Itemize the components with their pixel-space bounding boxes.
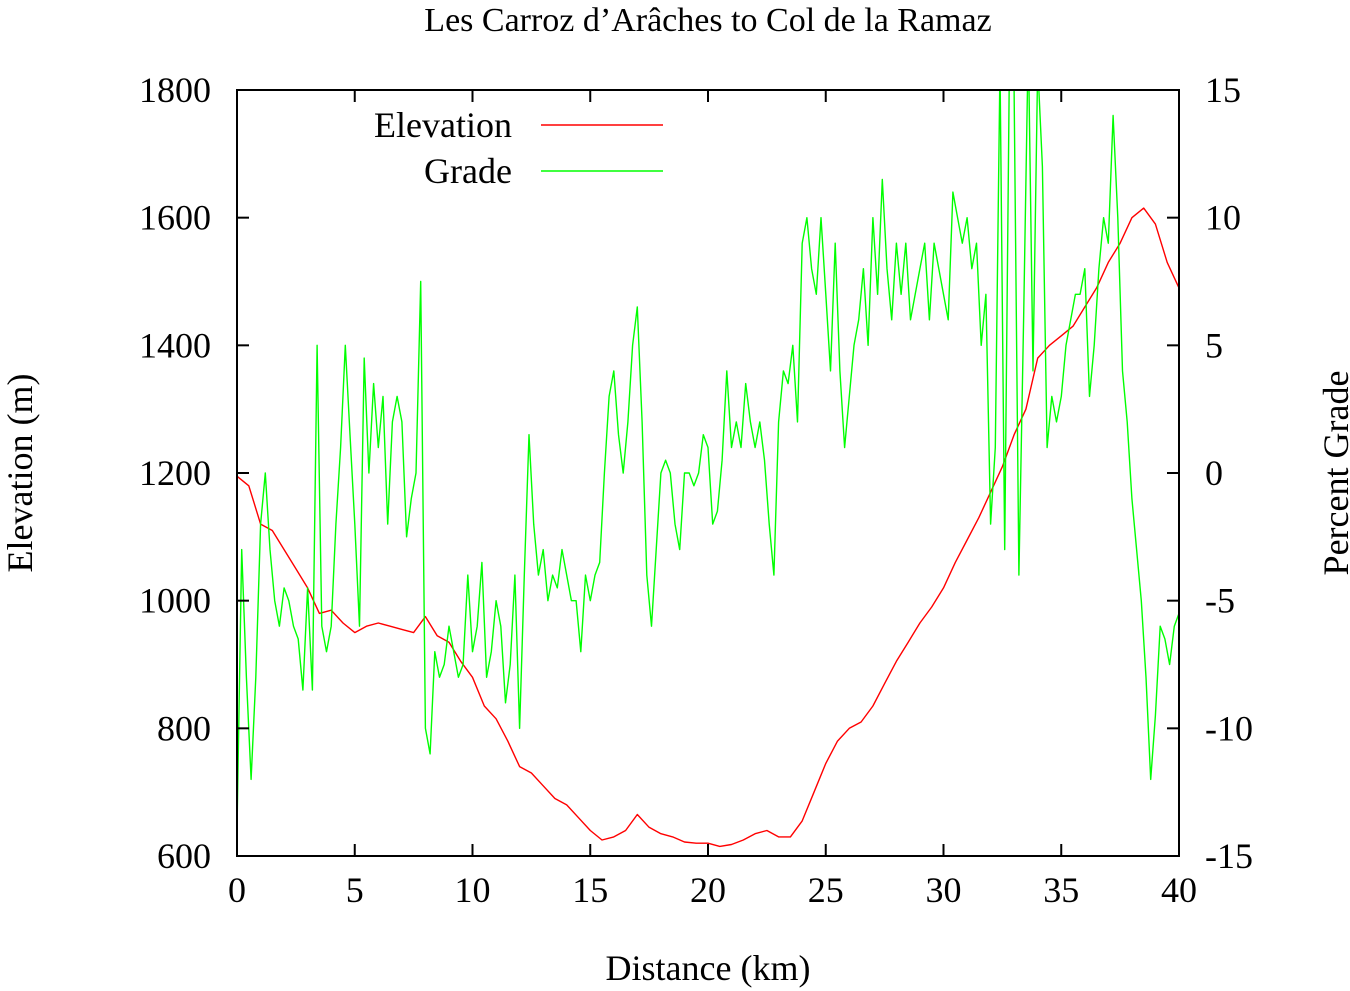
x-tick-label: 25: [808, 870, 844, 910]
plot-frame: [236, 89, 1180, 857]
y-tick-label: 1200: [139, 453, 211, 493]
y-axis-right: -15 -10 -5 0 5 10 15: [1167, 70, 1253, 876]
x-tick-label: 40: [1161, 870, 1197, 910]
y-tick-label: 1800: [139, 70, 211, 110]
y-axis-left: 600 800 1000 1200 1400 1600 1800: [139, 70, 249, 876]
x-tick-label: 10: [455, 870, 491, 910]
y2-tick-label: -10: [1205, 708, 1253, 748]
y2-tick-label: -15: [1205, 836, 1253, 876]
legend-label: Grade: [424, 151, 512, 191]
y2-tick-label: 10: [1205, 198, 1241, 238]
x-tick-label: 30: [926, 870, 962, 910]
x-tick-label: 20: [690, 870, 726, 910]
x-tick-label: 15: [572, 870, 608, 910]
series-line-elevation: [237, 207, 1179, 848]
y2-axis-title: Percent Grade: [1316, 371, 1350, 576]
y2-tick-label: 0: [1205, 453, 1223, 493]
x-axis: 0 5 10 15 20 25 30 35 40: [228, 90, 1197, 910]
chart-title: Les Carroz d’Arâches to Col de la Ramaz: [424, 2, 991, 39]
y-tick-label: 1000: [139, 581, 211, 621]
y-tick-label: 800: [157, 708, 211, 748]
x-tick-label: 0: [228, 870, 246, 910]
x-axis-title: Distance (km): [606, 948, 811, 988]
y-tick-label: 1400: [139, 325, 211, 365]
y-tick-label: 600: [157, 836, 211, 876]
x-tick-label: 35: [1043, 870, 1079, 910]
y-axis-title: Elevation (m): [0, 374, 40, 573]
y2-tick-label: 15: [1205, 70, 1241, 110]
x-tick-label: 5: [346, 870, 364, 910]
legend-label: Elevation: [374, 105, 512, 145]
y-tick-label: 1600: [139, 198, 211, 238]
y2-tick-label: 5: [1205, 325, 1223, 365]
legend: Elevation Grade: [374, 105, 663, 191]
series-line-grade: [237, 90, 1179, 831]
y2-tick-label: -5: [1205, 581, 1235, 621]
series-layer: [237, 90, 1179, 848]
